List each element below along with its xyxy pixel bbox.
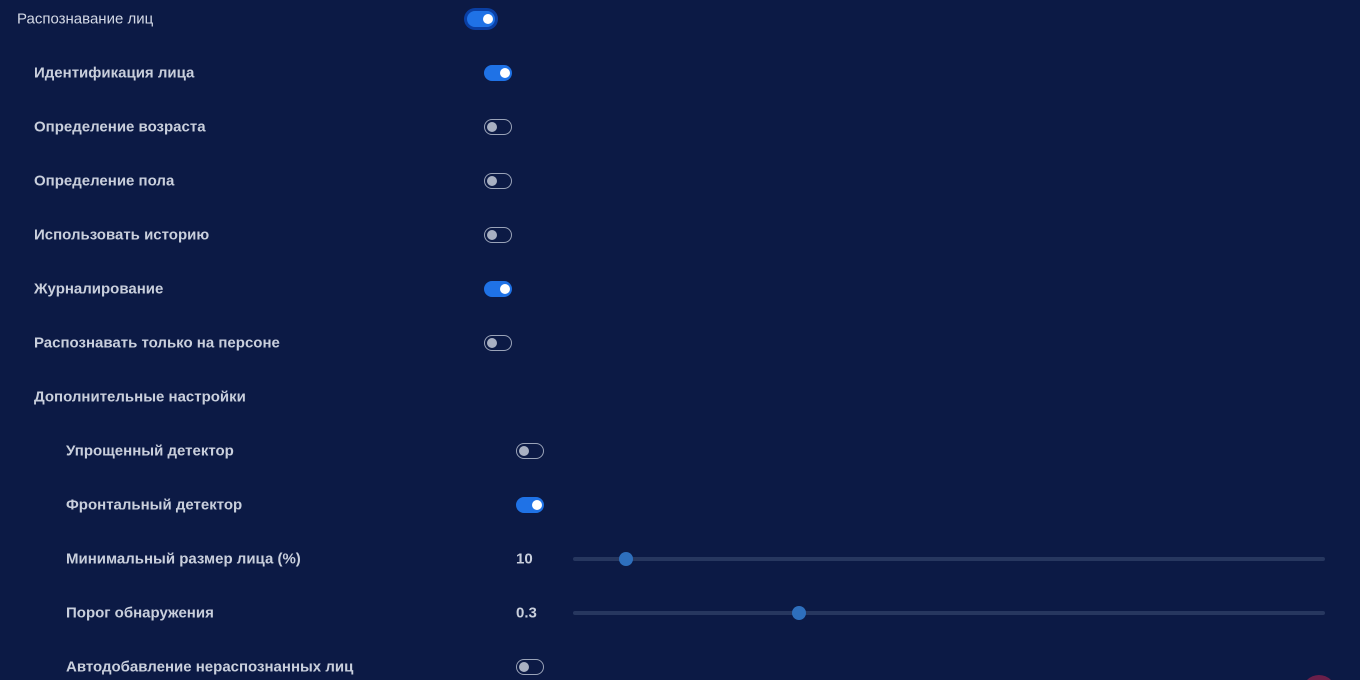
min-face-size-label: Минимальный размер лица (%)	[66, 550, 301, 568]
setting-row-person-only: Распознавать только на персоне	[0, 316, 1360, 370]
slider-thumb[interactable]	[618, 552, 633, 566]
face-identification-toggle[interactable]	[484, 65, 512, 81]
face-identification-label: Идентификация лица	[34, 64, 195, 82]
toggle-knob	[518, 446, 529, 456]
toggle-knob	[531, 500, 542, 510]
age-detection-toggle[interactable]	[484, 119, 512, 135]
slider-track	[573, 557, 1325, 561]
min-face-size-value: 10	[516, 550, 533, 568]
setting-row-simplified-detector: Упрощенный детектор	[0, 424, 1360, 478]
setting-row-face-recognition: Распознавание лиц	[0, 0, 1360, 46]
face-recognition-toggle[interactable]	[467, 11, 495, 27]
toggle-knob	[486, 176, 497, 186]
toggle-knob	[499, 284, 510, 294]
setting-row-detection-threshold: Порог обнаружения 0.3	[0, 586, 1360, 640]
use-history-toggle[interactable]	[484, 227, 512, 243]
setting-row-use-history: Использовать историю	[0, 208, 1360, 262]
advanced-settings-heading: Дополнительные настройки	[34, 388, 246, 406]
toggle-knob	[482, 14, 493, 24]
toggle-knob	[499, 68, 510, 78]
setting-row-logging: Журналирование	[0, 262, 1360, 316]
slider-thumb[interactable]	[791, 606, 806, 620]
age-detection-label: Определение возраста	[34, 118, 206, 136]
toggle-knob	[486, 338, 497, 348]
setting-row-frontal-detector: Фронтальный детектор	[0, 478, 1360, 532]
setting-row-face-identification: Идентификация лица	[0, 46, 1360, 100]
slider-track	[573, 611, 1325, 615]
use-history-label: Использовать историю	[34, 226, 210, 244]
setting-row-advanced-settings: Дополнительные настройки	[0, 370, 1360, 424]
detection-threshold-slider[interactable]	[573, 606, 1325, 620]
frontal-detector-label: Фронтальный детектор	[66, 496, 243, 514]
gender-detection-toggle[interactable]	[484, 173, 512, 189]
min-face-size-slider[interactable]	[573, 552, 1325, 566]
simplified-detector-toggle[interactable]	[516, 443, 544, 459]
setting-row-age-detection: Определение возраста	[0, 100, 1360, 154]
gender-detection-label: Определение пола	[34, 172, 175, 190]
setting-row-min-face-size: Минимальный размер лица (%) 10	[0, 532, 1360, 586]
corner-action-dot[interactable]	[1302, 675, 1336, 680]
toggle-knob	[486, 230, 497, 240]
auto-add-unrecognized-label: Автодобавление нераспознанных лиц	[66, 658, 354, 676]
toggle-knob	[518, 662, 529, 672]
person-only-label: Распознавать только на персоне	[34, 334, 280, 352]
person-only-toggle[interactable]	[484, 335, 512, 351]
auto-add-unrecognized-toggle[interactable]	[516, 659, 544, 675]
detection-threshold-label: Порог обнаружения	[66, 604, 214, 622]
logging-label: Журналирование	[34, 280, 164, 298]
simplified-detector-label: Упрощенный детектор	[66, 442, 234, 460]
frontal-detector-toggle[interactable]	[516, 497, 544, 513]
setting-row-auto-add-unrecognized: Автодобавление нераспознанных лиц	[0, 640, 1360, 680]
toggle-knob	[486, 122, 497, 132]
face-recognition-label: Распознавание лиц	[17, 10, 154, 28]
setting-row-gender-detection: Определение пола	[0, 154, 1360, 208]
detection-threshold-value: 0.3	[516, 604, 537, 622]
logging-toggle[interactable]	[484, 281, 512, 297]
